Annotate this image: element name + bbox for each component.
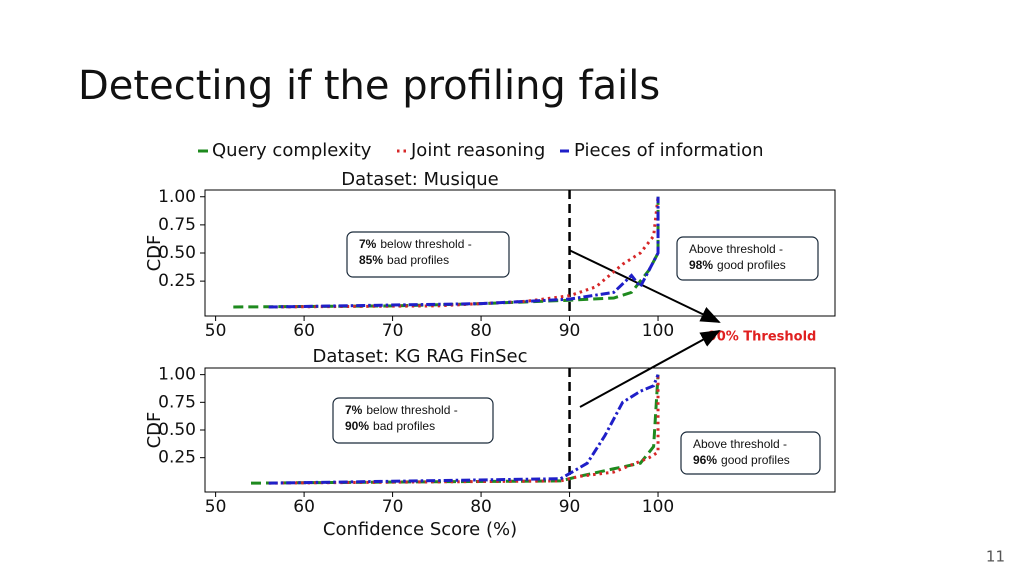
legend-label: Query complexity [212, 140, 372, 161]
x-tick-label: 60 [293, 321, 315, 341]
annotation-segment: bad profiles [373, 419, 435, 433]
chart-title: Dataset: Musique [341, 169, 499, 190]
annotation-text: 7% below threshold - [345, 403, 458, 417]
x-tick-label: 70 [382, 321, 404, 341]
chart-title: Dataset: KG RAG FinSec [312, 346, 527, 367]
y-tick-label: 0.50 [158, 243, 196, 263]
x-axis-label: Confidence Score (%) [323, 519, 517, 540]
annotation-text: 90% bad profiles [345, 419, 435, 433]
x-tick-label: 50 [205, 321, 227, 341]
x-tick-label: 90 [559, 497, 581, 517]
threshold-label: 90% Threshold [708, 330, 817, 345]
x-tick-label: 60 [293, 497, 315, 517]
arrow [579, 330, 721, 408]
annotation-text: 96% good profiles [693, 453, 790, 467]
annotation-text: 98% good profiles [689, 258, 786, 272]
y-tick-label: 0.25 [158, 271, 196, 291]
annotation-box [680, 431, 821, 475]
y-tick-label: 0.50 [158, 420, 196, 440]
y-axis-label: CDF [144, 235, 165, 272]
annotation-text: Above threshold - [693, 437, 787, 451]
annotation-text: Above threshold - [689, 242, 783, 256]
page-number: 11 [986, 548, 1005, 566]
annotation-box [332, 397, 494, 444]
annotation-box [346, 231, 510, 278]
legend-label: Pieces of information [574, 140, 764, 161]
annotation-text: 7% below threshold - [359, 237, 472, 251]
annotation-segment: 96% [693, 453, 717, 467]
annotation-segment: good profiles [721, 453, 790, 467]
annotation-segment: 98% [689, 258, 713, 272]
y-axis-label: CDF [144, 412, 165, 449]
slide-title: Detecting if the profiling fails [78, 63, 660, 109]
annotation-segment: below threshold - [366, 403, 457, 417]
x-tick-label: 80 [470, 497, 492, 517]
arrow [568, 249, 721, 323]
x-tick-label: 80 [470, 321, 492, 341]
x-tick-label: 70 [382, 497, 404, 517]
x-tick-label: 100 [642, 497, 674, 517]
y-tick-label: 0.75 [158, 215, 196, 235]
annotation-segment: Above threshold - [693, 437, 787, 451]
series-line [268, 374, 660, 485]
y-tick-label: 0.25 [158, 448, 196, 468]
annotation-segment: bad profiles [387, 253, 449, 267]
series-line [268, 196, 660, 309]
annotation-segment: Above threshold - [689, 242, 783, 256]
legend-label: Joint reasoning [410, 140, 545, 161]
x-tick-label: 50 [205, 497, 227, 517]
series-line [268, 374, 660, 485]
annotation-segment: 85% [359, 253, 383, 267]
x-tick-label: 100 [642, 321, 674, 341]
y-tick-label: 0.75 [158, 392, 196, 412]
y-tick-label: 1.00 [158, 365, 196, 385]
x-tick-label: 90 [559, 321, 581, 341]
annotation-segment: good profiles [717, 258, 786, 272]
annotation-segment: 7% [359, 237, 377, 251]
annotation-segment: 90% [345, 419, 369, 433]
annotation-segment: below threshold - [380, 237, 471, 251]
annotation-text: 85% bad profiles [359, 253, 449, 267]
y-tick-label: 1.00 [158, 187, 196, 207]
annotation-segment: 7% [345, 403, 363, 417]
annotation-box [676, 236, 819, 281]
